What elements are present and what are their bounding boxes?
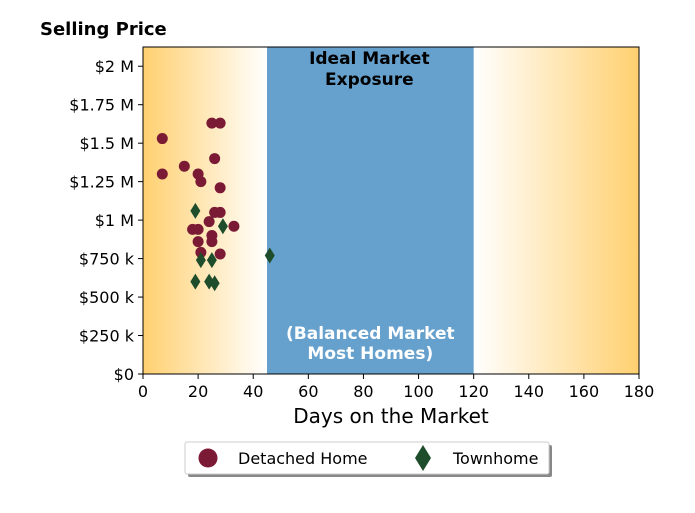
townhome-point	[190, 273, 201, 290]
detached-home-point	[214, 117, 226, 129]
x-tick-label: 140	[514, 382, 545, 401]
detached-home-point	[156, 133, 168, 145]
detached-home-point	[228, 220, 240, 232]
townhome-point	[195, 252, 206, 269]
detached-home-point	[195, 176, 207, 188]
legend-marker-circle	[198, 448, 218, 468]
legend-frame	[184, 441, 550, 475]
detached-home-point	[214, 182, 226, 194]
y-axis: $0 $250 k $500 k $750 k $1 M $1.25 M $1.5 M $1.…	[69, 57, 143, 384]
band-top-label-line: Exposure	[325, 70, 414, 90]
y-tick-label: $250 k	[79, 327, 135, 346]
townhome-point	[190, 202, 201, 219]
x-axis-title: Days on the Market	[293, 404, 489, 428]
x-axis: 0 20 40 60 80 100 120 140 160 180	[138, 374, 654, 401]
y-tick-label: $1.25 M	[69, 173, 134, 192]
x-tick-label: 40	[243, 382, 263, 401]
x-tick-label: 100	[403, 382, 434, 401]
y-tick-label: $1.5 M	[79, 134, 134, 153]
detached-home-point	[192, 223, 204, 235]
townhome-point	[217, 218, 228, 235]
townhome-point	[209, 275, 220, 292]
plot-frame	[142, 46, 640, 375]
x-tick-label: 160	[569, 382, 600, 401]
detached-home-point	[214, 206, 226, 218]
y-tick-label: $0	[114, 365, 134, 384]
y-tick-label: $750 k	[79, 250, 135, 269]
detached-home-point	[178, 160, 190, 172]
x-tick-label: 80	[353, 382, 373, 401]
right-gradient-region	[473, 47, 639, 374]
x-tick-label: 180	[624, 382, 655, 401]
x-tick-label: 60	[298, 382, 318, 401]
band-bottom-label-line: (Balanced Market	[286, 324, 455, 344]
detached-home-point	[156, 168, 168, 180]
y-tick-label: $500 k	[79, 288, 135, 307]
band-top-label-line: Ideal Market	[309, 49, 430, 69]
detached-home-point	[209, 153, 221, 165]
detached-home-point	[206, 117, 218, 129]
y-tick-label: $2 M	[95, 57, 134, 76]
x-tick-label: 120	[458, 382, 489, 401]
left-gradient-region	[143, 47, 267, 374]
y-tick-label: $1.75 M	[69, 96, 134, 115]
x-tick-label: 0	[138, 382, 148, 401]
plot-background	[143, 47, 639, 374]
detached-home-point	[206, 236, 218, 248]
townhome-point	[206, 252, 217, 269]
band-bottom-label-line: Most Homes)	[307, 344, 433, 364]
townhome-point	[264, 247, 275, 264]
legend-label: Detached Home	[238, 449, 368, 468]
legend-marker-diamond	[415, 445, 431, 471]
y-tick-label: $1 M	[95, 211, 134, 230]
x-tick-label: 20	[188, 382, 208, 401]
chart-title: Selling Price	[40, 19, 167, 40]
detached-home-point	[192, 236, 204, 248]
detached-home-point	[203, 216, 215, 228]
legend-label: Townhome	[452, 449, 538, 468]
legend: Detached Home Townhome	[184, 441, 552, 477]
ideal-band	[267, 47, 474, 374]
data-points	[156, 117, 275, 292]
detached-home-point	[214, 248, 226, 260]
